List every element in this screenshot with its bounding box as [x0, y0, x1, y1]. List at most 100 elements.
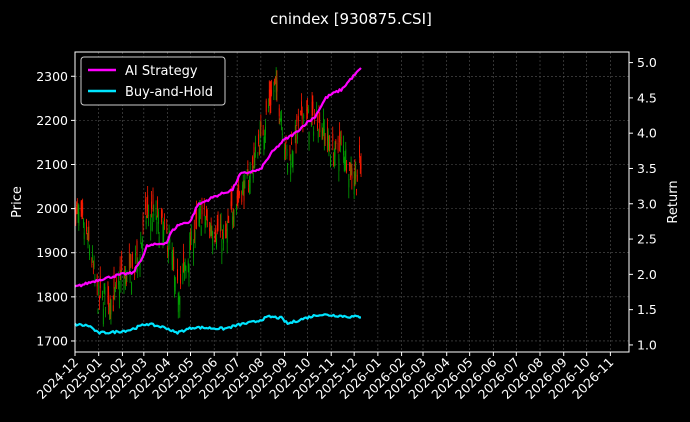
- candle-body-178: [265, 126, 266, 135]
- candle-body-67: [146, 204, 148, 212]
- candle-body-196: [284, 144, 286, 150]
- candle-body-187: [275, 76, 276, 79]
- y2-tick-label-3: 2.5: [637, 232, 657, 247]
- candle-body-214: [303, 114, 305, 119]
- candle-body-152: [237, 194, 239, 199]
- candle-body-202: [291, 141, 292, 145]
- candle-body-58: [136, 240, 138, 256]
- candle-body-238: [329, 144, 331, 148]
- legend-box: [80, 56, 226, 106]
- candle-body-89: [169, 239, 171, 243]
- candle-body-171: [258, 134, 260, 145]
- candle-body-81: [161, 210, 163, 217]
- candle-body-42: [119, 266, 121, 278]
- candle-body-43: [120, 275, 122, 287]
- candle-body-192: [280, 115, 282, 122]
- candle-body-248: [340, 138, 341, 145]
- candle-body-211: [301, 101, 302, 107]
- candle-body-173: [259, 131, 261, 147]
- candle-body-33: [109, 303, 111, 312]
- candle-body-185: [273, 90, 275, 92]
- candle-body-242: [333, 156, 335, 162]
- candle-body-203: [291, 153, 293, 164]
- candle-body-68: [147, 195, 149, 208]
- candle-body-66: [145, 220, 147, 224]
- candle-body-132: [216, 238, 217, 248]
- candle-body-105: [187, 260, 189, 266]
- candle-body-233: [323, 129, 325, 144]
- y-axis-label: Price: [10, 186, 25, 218]
- candle-body-21: [97, 310, 99, 314]
- candlestick-series: [75, 67, 362, 327]
- candle-body-169: [255, 146, 256, 152]
- candle-body-92: [173, 256, 175, 270]
- candle-body-204: [292, 152, 294, 167]
- candle-body-12: [87, 230, 89, 245]
- candle-body-212: [301, 110, 303, 119]
- candle-body-76: [156, 221, 158, 232]
- candle-body-53: [131, 282, 133, 295]
- candle-body-231: [322, 128, 324, 134]
- candle-body-3: [77, 207, 79, 216]
- left-axis-ticks: 1700 1800 1900 2000 2100 2200 2300: [36, 69, 75, 348]
- candle-body-16: [92, 254, 94, 256]
- candle-body-125: [209, 228, 211, 232]
- candle-body-153: [238, 185, 240, 196]
- candle-body-118: [200, 227, 202, 236]
- candle-body-216: [306, 109, 308, 112]
- series-line-1: [74, 313, 362, 335]
- candle-body-71: [151, 201, 152, 209]
- candle-body-72: [151, 222, 153, 231]
- candle-body-240: [332, 133, 334, 142]
- candle-body-121: [204, 221, 206, 226]
- candle-body-208: [297, 132, 299, 140]
- candle-body-104: [185, 266, 187, 278]
- candle-body-4: [78, 211, 80, 226]
- candle-body-145: [230, 201, 232, 207]
- candle-body-86: [167, 248, 168, 252]
- candle-body-54: [132, 253, 133, 268]
- candle-body-101: [183, 251, 185, 266]
- candle-body-5: [80, 201, 82, 212]
- candle-body-11: [86, 237, 88, 239]
- candle-body-263: [356, 189, 357, 191]
- candle-body-38: [115, 284, 116, 288]
- candle-body-220: [310, 117, 312, 127]
- y2-tick-label-7: 4.5: [637, 90, 657, 105]
- candle-body-19: [94, 277, 96, 283]
- candle-body-111: [193, 228, 195, 240]
- candle-body-267: [360, 163, 362, 170]
- candle-body-247: [339, 132, 341, 143]
- candle-body-264: [356, 174, 358, 182]
- candle-body-24: [99, 276, 101, 289]
- candle-body-254: [346, 164, 347, 172]
- candle-body-102: [184, 262, 185, 273]
- candle-body-174: [260, 121, 262, 128]
- candle-body-65: [145, 199, 146, 209]
- candle-body-234: [324, 136, 326, 141]
- candle-body-241: [333, 161, 334, 166]
- candle-body-114: [196, 209, 198, 219]
- candle-body-60: [139, 256, 141, 270]
- plot-frame: [74, 51, 630, 353]
- candle-body-39: [115, 280, 117, 283]
- candle-body-143: [227, 215, 229, 221]
- candle-body-117: [200, 208, 201, 210]
- y2-tick-label-2: 2.0: [637, 267, 657, 282]
- candle-body-210: [300, 110, 302, 112]
- candle-body-180: [268, 104, 269, 108]
- candle-body-77: [157, 200, 159, 210]
- candle-body-133: [216, 223, 218, 226]
- legend-label-strategy: AI Strategy: [125, 64, 198, 79]
- candle-body-8: [83, 219, 84, 225]
- candle-body-261: [354, 165, 356, 179]
- candle-body-253: [345, 149, 347, 162]
- candle-body-252: [344, 160, 346, 165]
- candle-body-265: [359, 145, 360, 158]
- candle-body-156: [242, 184, 243, 194]
- candle-body-120: [203, 200, 205, 210]
- candle-body-237: [328, 142, 330, 154]
- candle-body-32: [109, 305, 110, 314]
- candle-body-245: [337, 142, 339, 151]
